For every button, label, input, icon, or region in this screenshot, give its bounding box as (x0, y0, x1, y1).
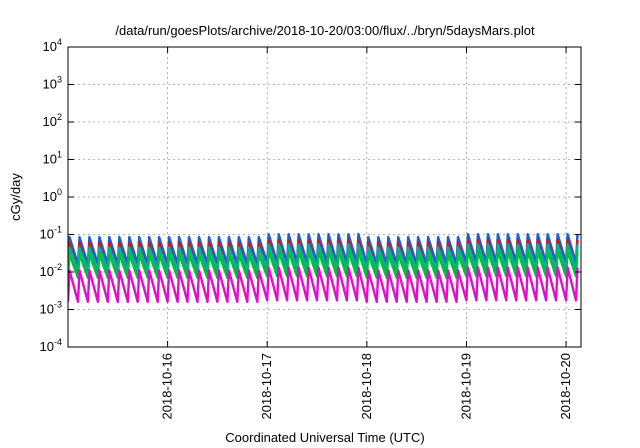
y-tick-label: 103 (43, 75, 62, 92)
series-line (68, 233, 579, 266)
x-axis-label: Coordinated Universal Time (UTC) (225, 430, 424, 445)
chart-title: /data/run/goesPlots/archive/2018-10-20/0… (115, 23, 535, 38)
y-tick-label: 10-3 (40, 300, 62, 317)
y-tick-label: 10-2 (40, 262, 62, 279)
series-line (68, 266, 579, 303)
grid-lines (68, 47, 581, 347)
series-line (68, 243, 579, 272)
x-tick-label: 2018-10-16 (160, 353, 175, 420)
y-axis-ticks: 10-4 10-3 10-2 10-1 100 101 102 103 104 (40, 37, 581, 354)
y-tick-label: 10-4 (40, 337, 62, 354)
y-tick-label: 102 (43, 112, 62, 129)
series-line (68, 249, 579, 279)
series-group (68, 233, 579, 303)
x-tick-label: 2018-10-19 (458, 353, 473, 420)
x-tick-label: 2018-10-17 (259, 353, 274, 420)
y-tick-label: 104 (43, 37, 62, 54)
y-tick-label: 100 (43, 187, 62, 204)
y-tick-label: 10-1 (40, 225, 62, 242)
x-axis-ticks: 2018-10-16 2018-10-17 2018-10-18 2018-10-19… (160, 47, 573, 420)
x-tick-label: 2018-10-20 (558, 353, 573, 420)
x-tick-label: 2018-10-18 (359, 353, 374, 420)
y-tick-label: 101 (43, 150, 62, 167)
y-axis-label: cGy/day (8, 173, 23, 221)
